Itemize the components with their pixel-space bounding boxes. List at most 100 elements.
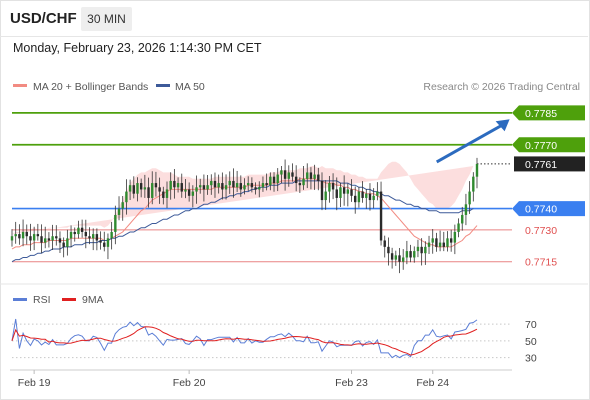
resistance-tag <box>512 137 585 153</box>
price-legend: MA 20 + Bollinger Bands MA 50 Research ©… <box>13 81 580 93</box>
candle-body <box>162 191 165 198</box>
candle-body <box>106 238 110 247</box>
candle-body <box>431 238 434 243</box>
candle-body <box>232 180 235 188</box>
time-tick-label: Feb 20 <box>173 377 206 389</box>
candle-body <box>250 183 254 188</box>
candle-body <box>184 189 187 192</box>
resistance-label: 0.7770 <box>525 140 557 152</box>
candle-body <box>420 246 423 254</box>
support-label: 0.7715 <box>525 257 557 269</box>
candle-body <box>147 187 150 198</box>
candle-body <box>154 183 158 188</box>
candle-body <box>58 238 62 243</box>
candle-body <box>206 185 209 190</box>
time-axis: Feb 19 Feb 20 Feb 23 Feb 24 <box>18 370 449 389</box>
key-levels <box>12 111 512 263</box>
candle-body <box>258 187 261 190</box>
candle-body <box>176 183 180 188</box>
rsi-line <box>11 318 478 359</box>
candle-body <box>475 163 479 177</box>
ma50-legend-label: MA 50 <box>175 81 205 93</box>
candle-body <box>69 231 73 239</box>
candle-body <box>365 193 368 198</box>
candle-body <box>158 187 161 192</box>
candle-body <box>18 234 21 239</box>
ma20-legend-label: MA 20 + Bollinger Bands <box>33 81 148 93</box>
last-price-tag <box>514 156 585 172</box>
candle-body <box>224 185 228 190</box>
rsi-legend-swatch <box>13 298 27 301</box>
candle-body <box>416 246 420 252</box>
candle-body <box>287 172 290 179</box>
bollinger-band <box>12 161 474 235</box>
candle-body <box>405 251 409 258</box>
candle-body <box>221 183 224 190</box>
candle-body <box>125 191 128 203</box>
candle-body <box>62 242 65 247</box>
candle-body <box>413 251 416 258</box>
candle-body <box>103 242 106 247</box>
ma50-legend-swatch <box>156 84 170 87</box>
level-tags: 0.7785 0.7770 0.7761 0.7740 0.7730 0.7715 <box>512 105 585 269</box>
forecast-arrow <box>435 119 510 164</box>
candle-body <box>254 187 257 190</box>
time-tick-label: Feb 23 <box>335 377 368 389</box>
candle-body <box>55 236 58 239</box>
candle-body <box>438 242 442 247</box>
candle-body <box>398 255 401 262</box>
candle-body <box>401 257 405 262</box>
rsi-legend-label: RSI <box>33 294 51 306</box>
candle-body <box>306 172 309 179</box>
candle-body <box>276 174 279 184</box>
candle-body <box>317 174 320 181</box>
candle-body <box>44 238 47 243</box>
candle-body <box>390 253 394 260</box>
candle-body <box>73 231 76 235</box>
rsi-ma-legend-swatch <box>62 298 76 301</box>
interval-button[interactable]: 30 MIN <box>81 7 132 31</box>
rsi-panel: 70 50 30 <box>11 318 537 365</box>
candle-body <box>139 183 143 190</box>
candle-body <box>235 183 239 188</box>
candle-body <box>320 180 324 201</box>
candle-body <box>136 183 139 194</box>
candle-body <box>195 187 198 192</box>
candle-body <box>180 183 183 192</box>
candle-body <box>143 187 147 190</box>
rsi-tick-label: 50 <box>525 336 537 348</box>
chart-datetime: Monday, February 23, 2026 1:14:30 PM CET <box>13 41 262 55</box>
candle-body <box>394 255 398 260</box>
candle-body <box>328 183 331 192</box>
candle-body <box>95 234 99 241</box>
candle-body <box>269 176 272 186</box>
candle-body <box>29 236 32 241</box>
rsi-ma-legend-label: 9MA <box>82 294 104 306</box>
candle-body <box>228 180 231 186</box>
support-label: 0.7730 <box>525 225 557 237</box>
candle-body <box>350 189 353 196</box>
chart-header: USD/CHF 30 MIN <box>0 0 588 37</box>
candle-body <box>442 242 445 247</box>
candle-body <box>331 183 335 190</box>
pivot-tag <box>512 201 585 217</box>
candle-body <box>324 191 327 201</box>
candle-body <box>84 231 88 237</box>
candle-body <box>387 246 390 254</box>
candle-body <box>51 236 54 241</box>
candle-body <box>372 195 375 201</box>
credit-text: Research © 2026 Trading Central <box>423 81 580 93</box>
candle-body <box>114 214 117 232</box>
candle-body <box>379 191 383 241</box>
candle-body <box>468 191 471 205</box>
candle-body <box>272 176 276 184</box>
last-price-label: 0.7761 <box>525 159 557 171</box>
candle-body <box>298 183 302 186</box>
forecast-arrow-head <box>495 119 510 132</box>
candle-body <box>128 185 132 192</box>
candle-body <box>424 246 427 254</box>
candle-body <box>309 172 313 179</box>
candle-body <box>313 174 316 179</box>
candle-body <box>291 172 294 177</box>
rsi-ma-line <box>11 326 478 356</box>
